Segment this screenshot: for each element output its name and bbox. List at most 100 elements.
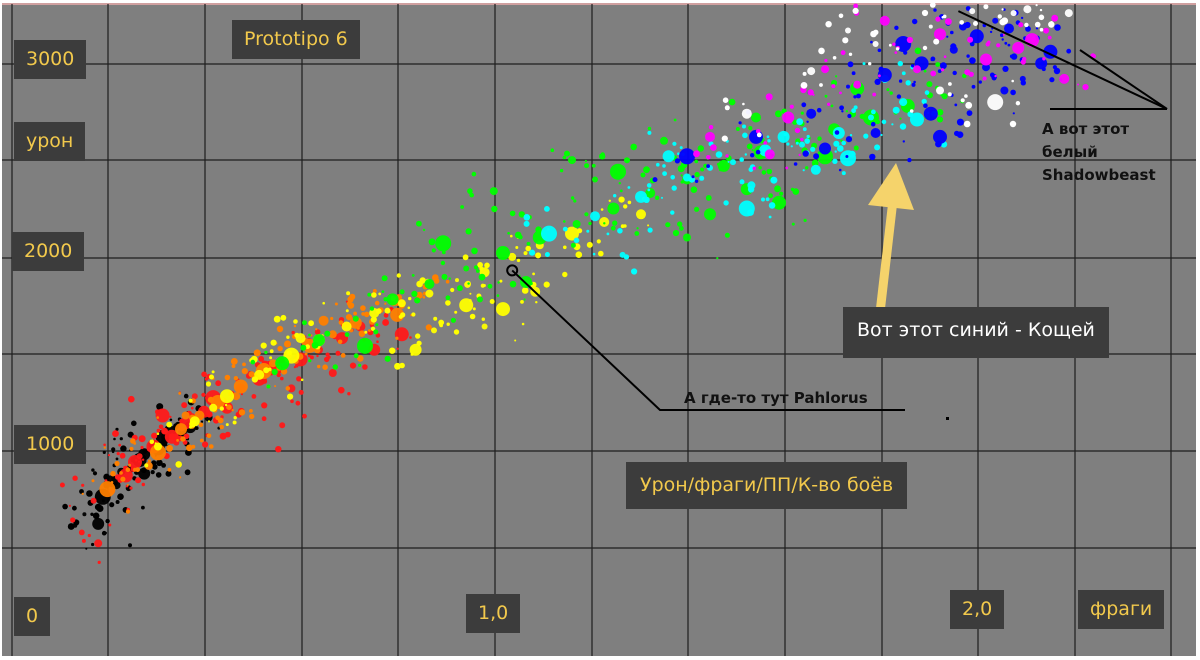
speck-green-27-4	[817, 136, 822, 141]
speck-blue-14-3	[907, 157, 912, 163]
speck-magenta-11-3	[1043, 27, 1049, 34]
speck-red-17-4	[295, 400, 301, 406]
speck-orange-11-1	[384, 302, 387, 305]
speck-magenta-2-0	[823, 66, 829, 72]
speck-yellow-1-4	[166, 421, 173, 428]
speck-green-2-0	[344, 332, 350, 337]
point-white-5	[1010, 10, 1017, 17]
speck-white-2-1	[895, 47, 900, 51]
speck-cyan-9-4	[881, 119, 887, 125]
speck-red-22-4	[362, 364, 368, 370]
speck-magenta-11-1	[1002, 33, 1005, 36]
speck-green-34-1	[935, 62, 941, 67]
speck-yellow-5-2	[294, 332, 300, 338]
speck-black-1-4	[101, 499, 105, 503]
speck-red-26-4	[81, 538, 86, 543]
speck-blue-14-2	[966, 110, 973, 116]
speck-orange-3-1	[186, 444, 193, 452]
speck-yellow-17-1	[514, 339, 517, 342]
speck-green-35-3	[748, 126, 753, 131]
speck-yellow-6-2	[370, 316, 377, 323]
speck-magenta-3-4	[940, 68, 945, 72]
speck-orange-14-3	[433, 278, 440, 284]
speck-green-23-4	[491, 205, 498, 213]
speck-orange-12-1	[358, 330, 366, 338]
speck-yellow-22-0	[562, 271, 568, 278]
speck-yellow-3-1	[287, 393, 294, 400]
point-green-31	[477, 296, 483, 303]
speck-cyan-1-2	[606, 232, 610, 236]
speck-green-27-3	[805, 166, 809, 170]
speck-green-35-4	[728, 98, 736, 106]
point-green-35	[751, 112, 761, 123]
speck-orange-0-3	[91, 479, 95, 483]
speck-green-7-0	[509, 210, 516, 217]
speck-magenta-0-3	[706, 155, 711, 160]
speck-cyan-17-0	[761, 197, 765, 202]
speck-blue-0-0	[652, 177, 658, 183]
speck-orange-2-3	[147, 459, 151, 463]
speck-red-21-3	[158, 424, 164, 430]
speck-green-12-4	[700, 167, 705, 172]
speck-yellow-10-0	[450, 287, 455, 293]
speck-black-6-2	[111, 450, 115, 454]
speck-green-25-0	[584, 159, 588, 163]
speck-yellow-19-1	[468, 299, 472, 302]
speck-green-33-1	[666, 224, 670, 227]
speck-green-8-3	[573, 199, 577, 203]
speck-yellow-13-4	[516, 258, 521, 263]
speck-black-15-2	[85, 547, 88, 550]
speck-blue-4-3	[877, 48, 882, 53]
speck-orange-22-0	[374, 300, 380, 306]
speck-yellow-21-3	[280, 314, 287, 321]
speck-black-15-3	[91, 542, 95, 547]
speck-cyan-11-4	[795, 141, 799, 145]
speck-orange-22-3	[395, 336, 399, 340]
speck-green-6-3	[514, 231, 522, 239]
speck-red-17-3	[290, 399, 294, 404]
speck-magenta-2-1	[824, 58, 828, 63]
speck-yellow-12-4	[499, 279, 503, 283]
speck-yellow-17-2	[453, 329, 460, 335]
point-green-32	[357, 337, 373, 354]
speck-yellow-0-1	[156, 432, 160, 436]
speck-black-7-2	[142, 449, 148, 454]
speck-cyan-15-2	[647, 130, 652, 135]
speck-orange-9-4	[317, 364, 321, 369]
speck-magenta-4-1	[968, 71, 974, 77]
speck-green-9-4	[619, 189, 623, 193]
speck-red-14-1	[335, 350, 341, 356]
speck-blue-3-0	[839, 105, 844, 111]
speck-red-2-2	[107, 454, 111, 457]
speck-orange-9-2	[276, 325, 284, 333]
speck-white-6-1	[1024, 22, 1029, 28]
speck-yellow-20-4	[233, 416, 237, 420]
speck-black-2-2	[115, 500, 120, 504]
speck-yellow-7-0	[376, 308, 382, 314]
speck-green-32-4	[384, 355, 391, 362]
speck-magenta-4-2	[994, 74, 997, 78]
point-red-26	[94, 539, 103, 548]
speck-green-20-0	[694, 206, 700, 212]
speck-yellow-5-3	[286, 335, 290, 339]
speck-cyan-1-4	[573, 237, 580, 244]
x-tick-label-2: 2,0	[950, 590, 1005, 629]
speck-yellow-0-3	[149, 439, 155, 445]
speck-green-18-4	[962, 73, 967, 79]
speck-red-0-3	[70, 517, 76, 523]
speck-cyan-1-3	[613, 194, 617, 198]
annotation-shadowbeast-line2: белый	[1042, 143, 1098, 161]
speck-white-8-0	[1015, 101, 1021, 106]
speck-white-8-3	[963, 120, 971, 128]
speck-blue-5-1	[940, 62, 947, 70]
speck-green-26-1	[774, 185, 781, 193]
point-green-20	[704, 208, 716, 221]
point-green-22	[660, 136, 668, 145]
point-orange-2	[150, 444, 166, 461]
point-yellow-9	[425, 289, 434, 298]
speck-blue-19-3	[845, 155, 849, 158]
point-yellow-20	[209, 403, 218, 412]
speck-magenta-2-3	[827, 102, 831, 107]
speck-yellow-16-4	[480, 283, 485, 288]
speck-red-25-4	[169, 415, 172, 418]
